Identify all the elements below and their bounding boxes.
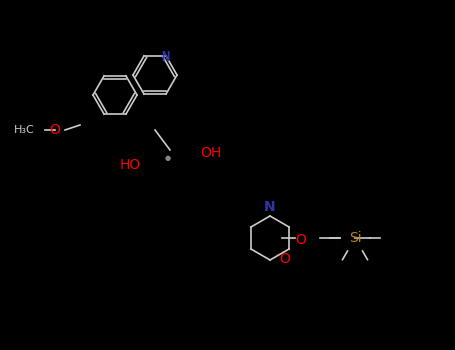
Text: H₃C: H₃C [14, 125, 35, 135]
Text: Si: Si [349, 231, 361, 245]
Text: N: N [161, 50, 169, 64]
Text: OH: OH [200, 146, 221, 160]
Text: N: N [264, 200, 276, 214]
Text: O: O [50, 123, 61, 137]
Text: O: O [295, 233, 306, 247]
Text: HO: HO [119, 158, 141, 172]
Text: ●: ● [165, 155, 171, 161]
Text: O: O [279, 252, 290, 266]
